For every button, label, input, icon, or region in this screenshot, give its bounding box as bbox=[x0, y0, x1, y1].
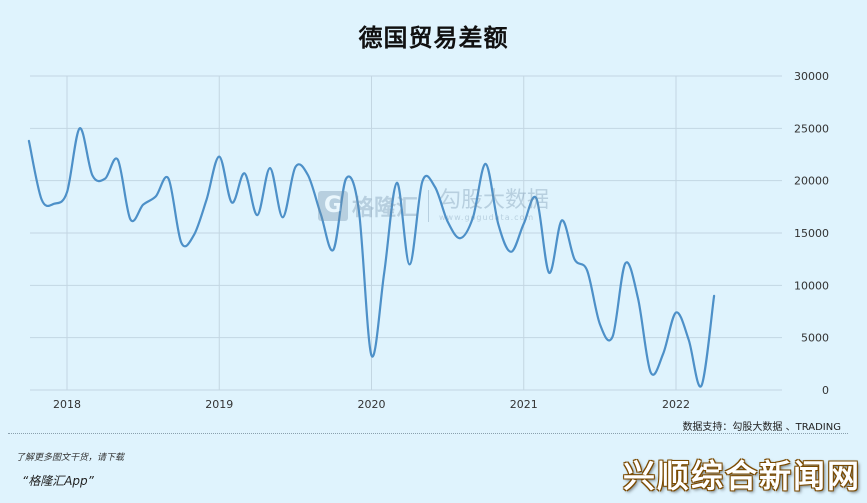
watermark-right-text: 勾股大数据 bbox=[439, 188, 550, 213]
x-tick-label: 2018 bbox=[53, 398, 81, 411]
y-tick-label: 5000 bbox=[801, 332, 829, 345]
chart-title: 德国贸易差额 bbox=[358, 24, 509, 52]
watermark-logo-icon: G bbox=[318, 190, 348, 221]
watermark-logo-text: 格隆汇 bbox=[352, 195, 419, 221]
x-tick-label: 2021 bbox=[510, 398, 538, 411]
watermark: G 格隆汇 勾股大数据 www.gogudata.com bbox=[318, 189, 549, 222]
x-tick-label: 2020 bbox=[358, 398, 386, 411]
source-label: 数据支持：勾股大数据 、TRADING bbox=[682, 422, 841, 433]
x-tick-label: 2022 bbox=[662, 398, 690, 411]
y-tick-label: 25000 bbox=[794, 122, 829, 135]
footer-line-2: “格隆汇App” bbox=[22, 474, 94, 488]
series-line bbox=[27, 127, 716, 388]
footer-line-1: 了解更多图文干货，请下载 bbox=[16, 453, 125, 463]
watermark-right: 勾股大数据 www.gogudata.com bbox=[439, 188, 550, 223]
x-tick-label: 2019 bbox=[205, 398, 233, 411]
y-tick-label: 30000 bbox=[794, 70, 829, 83]
corner-brand: 兴顺综合新闻网 bbox=[622, 457, 861, 495]
y-tick-label: 10000 bbox=[794, 279, 829, 292]
axis-layer: 0 5000 10000 15000 20000 25000 30000 2018 2019 20… bbox=[53, 70, 829, 411]
y-tick-label: 0 bbox=[822, 384, 829, 397]
grid-layer bbox=[30, 75, 782, 391]
watermark-right-sub: www.gogudata.com bbox=[439, 213, 535, 222]
y-tick-label: 20000 bbox=[794, 175, 829, 188]
footer-divider bbox=[8, 433, 848, 434]
y-tick-label: 15000 bbox=[794, 227, 829, 240]
watermark-divider bbox=[428, 189, 430, 222]
